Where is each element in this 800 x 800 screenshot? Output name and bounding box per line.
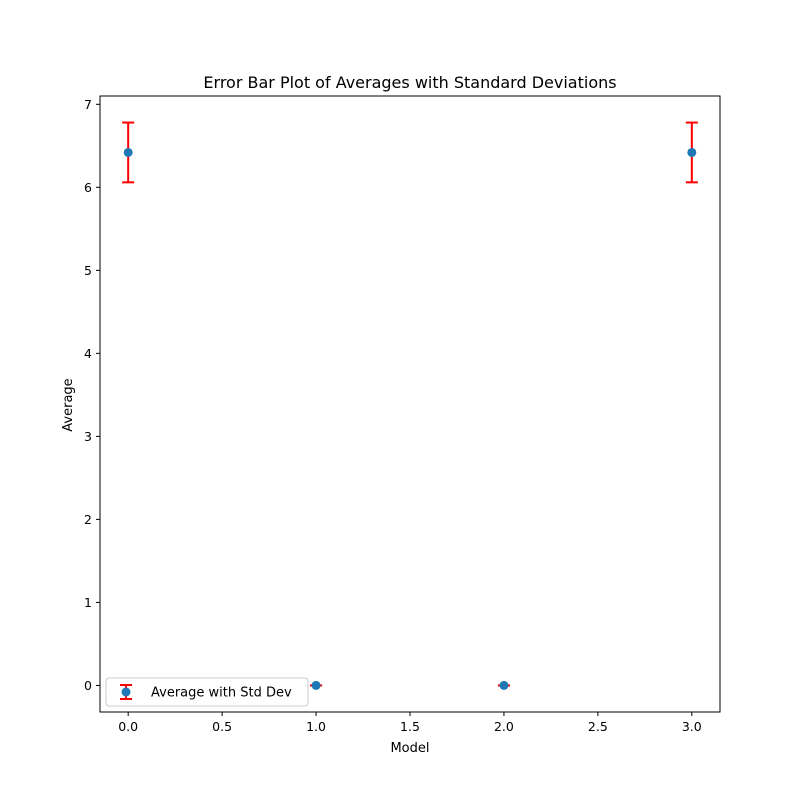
legend-label: Average with Std Dev xyxy=(151,686,292,701)
y-axis-title: Average xyxy=(61,378,76,431)
y-tick-label: 3 xyxy=(84,429,92,444)
x-tick-label: 0.5 xyxy=(212,719,232,734)
x-tick-label: 3.0 xyxy=(682,719,702,734)
y-tick-label: 2 xyxy=(84,512,92,527)
chart-title: Error Bar Plot of Averages with Standard… xyxy=(203,73,616,92)
legend-marker xyxy=(121,687,131,697)
data-point xyxy=(499,680,509,690)
data-point xyxy=(687,147,697,157)
y-tick-label: 1 xyxy=(84,595,92,610)
x-tick-label: 0.0 xyxy=(118,719,138,734)
legend-box xyxy=(105,677,309,707)
x-tick-label: 2.5 xyxy=(588,719,608,734)
plot-area: 0.0 0.5 1.0 1.5 2.0 2.5 3.0 0 1 2 3 4 5 6 7 Average wit… xyxy=(84,95,721,734)
x-tick-label: 2.0 xyxy=(494,719,514,734)
x-tick-label: 1.0 xyxy=(306,719,326,734)
y-tick-label: 7 xyxy=(84,97,92,112)
y-tick-label: 0 xyxy=(84,678,92,693)
y-tick-label: 6 xyxy=(84,180,92,195)
x-axis-title: Model xyxy=(390,741,429,756)
data-point xyxy=(123,147,133,157)
y-tick-label: 5 xyxy=(84,263,92,278)
x-tick-label: 1.5 xyxy=(400,719,420,734)
y-tick-label: 4 xyxy=(84,346,92,361)
data-point xyxy=(311,680,321,690)
